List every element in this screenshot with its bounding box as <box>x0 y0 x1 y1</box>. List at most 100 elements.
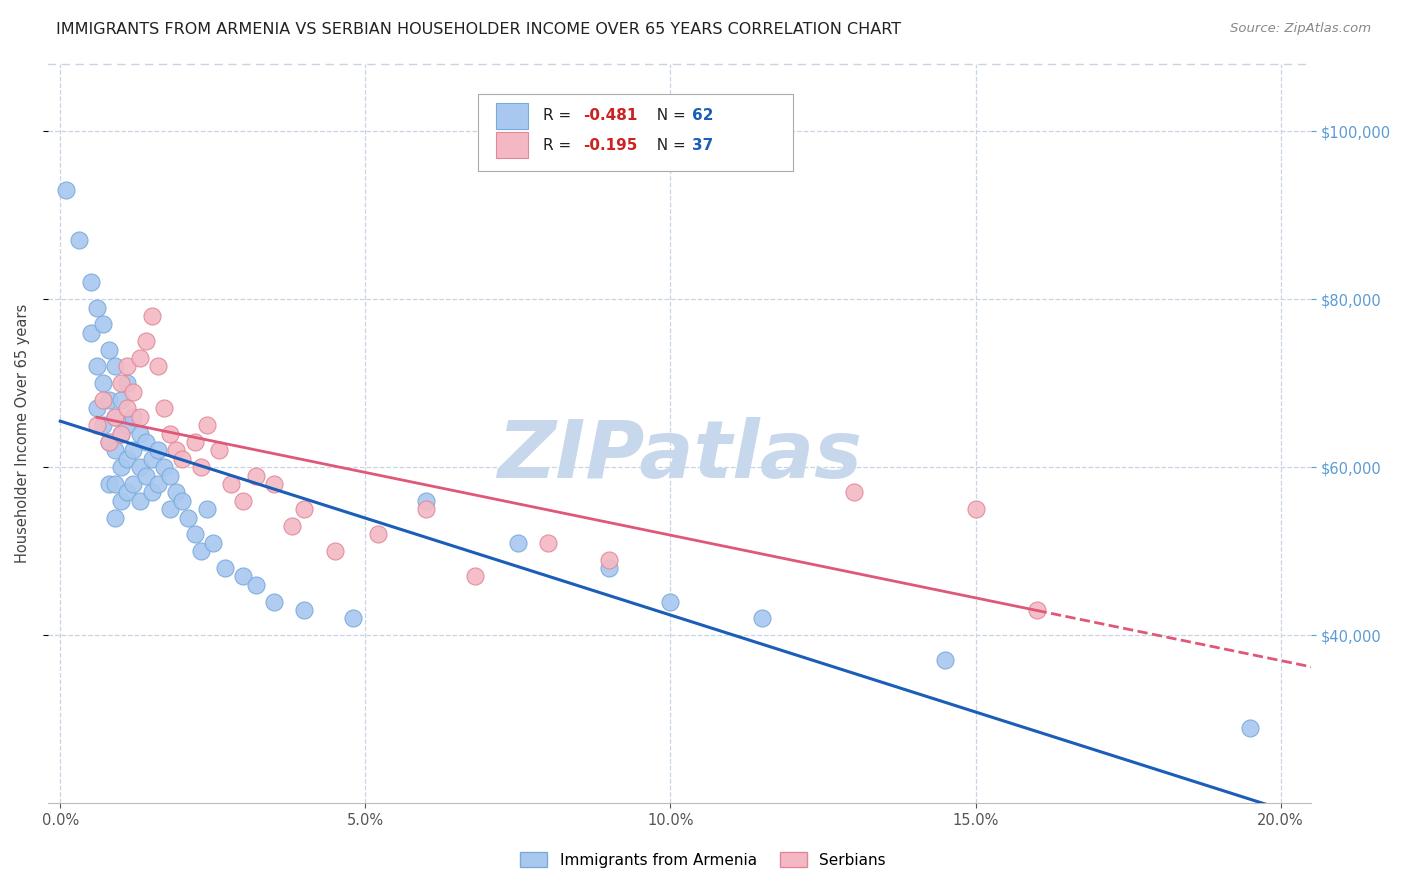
Point <box>323 544 346 558</box>
Point <box>122 443 145 458</box>
Point <box>506 536 529 550</box>
Point <box>165 485 187 500</box>
Point <box>117 418 139 433</box>
Text: ZIPatlas: ZIPatlas <box>498 417 862 495</box>
Point <box>159 426 181 441</box>
Point <box>146 477 169 491</box>
Point <box>135 468 157 483</box>
Point <box>165 443 187 458</box>
Point <box>98 392 121 407</box>
Point <box>195 418 218 433</box>
Point <box>1025 603 1047 617</box>
Point <box>141 451 163 466</box>
Point <box>117 359 139 374</box>
Point <box>122 409 145 424</box>
Point <box>464 569 486 583</box>
Point <box>110 426 132 441</box>
Point <box>934 653 956 667</box>
Point <box>110 460 132 475</box>
Text: N =: N = <box>647 108 690 123</box>
Point <box>98 435 121 450</box>
Point <box>128 460 150 475</box>
Point <box>292 502 315 516</box>
Point <box>98 477 121 491</box>
Point <box>86 401 108 416</box>
Point <box>128 426 150 441</box>
Point <box>135 435 157 450</box>
Text: 37: 37 <box>692 138 713 153</box>
Text: -0.481: -0.481 <box>583 108 638 123</box>
Point <box>104 510 127 524</box>
Point <box>104 409 127 424</box>
Point <box>110 376 132 391</box>
Point <box>177 510 200 524</box>
Point <box>219 477 242 491</box>
Point <box>122 477 145 491</box>
Point <box>190 460 212 475</box>
Point <box>153 401 176 416</box>
Point <box>80 276 103 290</box>
Point <box>598 552 620 566</box>
Point <box>86 418 108 433</box>
Point <box>659 594 682 608</box>
Point <box>86 301 108 315</box>
Point <box>104 477 127 491</box>
Point <box>245 468 267 483</box>
Point <box>128 493 150 508</box>
Point <box>98 435 121 450</box>
Point <box>91 418 114 433</box>
Point <box>263 594 285 608</box>
Point <box>91 392 114 407</box>
Point <box>141 309 163 323</box>
Point <box>965 502 987 516</box>
Point <box>104 359 127 374</box>
Text: R =: R = <box>543 108 576 123</box>
Point <box>201 536 224 550</box>
Point <box>128 351 150 365</box>
Point <box>245 578 267 592</box>
Point <box>122 384 145 399</box>
FancyBboxPatch shape <box>478 94 793 171</box>
Text: Source: ZipAtlas.com: Source: ZipAtlas.com <box>1230 22 1371 36</box>
Point <box>232 493 254 508</box>
Point <box>141 485 163 500</box>
Text: R =: R = <box>543 138 576 153</box>
Text: -0.195: -0.195 <box>583 138 638 153</box>
Point <box>415 502 437 516</box>
Point <box>153 460 176 475</box>
FancyBboxPatch shape <box>496 132 529 158</box>
Point <box>117 485 139 500</box>
Point <box>110 392 132 407</box>
Text: N =: N = <box>647 138 690 153</box>
Point <box>208 443 231 458</box>
Point <box>135 334 157 349</box>
Point <box>67 234 90 248</box>
Point <box>415 493 437 508</box>
Point <box>172 493 194 508</box>
Text: 62: 62 <box>692 108 714 123</box>
Y-axis label: Householder Income Over 65 years: Householder Income Over 65 years <box>15 304 30 563</box>
Point <box>183 435 205 450</box>
Point <box>842 485 865 500</box>
Point <box>292 603 315 617</box>
Point <box>55 183 77 197</box>
Point <box>342 611 364 625</box>
Point <box>86 359 108 374</box>
Point <box>190 544 212 558</box>
Point <box>751 611 773 625</box>
FancyBboxPatch shape <box>496 103 529 128</box>
Point <box>183 527 205 541</box>
Point <box>117 401 139 416</box>
Point <box>195 502 218 516</box>
Point <box>1239 721 1261 735</box>
Point <box>110 493 132 508</box>
Point <box>98 343 121 357</box>
Point <box>110 426 132 441</box>
Point <box>104 409 127 424</box>
Point <box>159 502 181 516</box>
Point <box>80 326 103 340</box>
Point <box>91 318 114 332</box>
Point <box>146 359 169 374</box>
Text: IMMIGRANTS FROM ARMENIA VS SERBIAN HOUSEHOLDER INCOME OVER 65 YEARS CORRELATION : IMMIGRANTS FROM ARMENIA VS SERBIAN HOUSE… <box>56 22 901 37</box>
Point <box>214 561 236 575</box>
